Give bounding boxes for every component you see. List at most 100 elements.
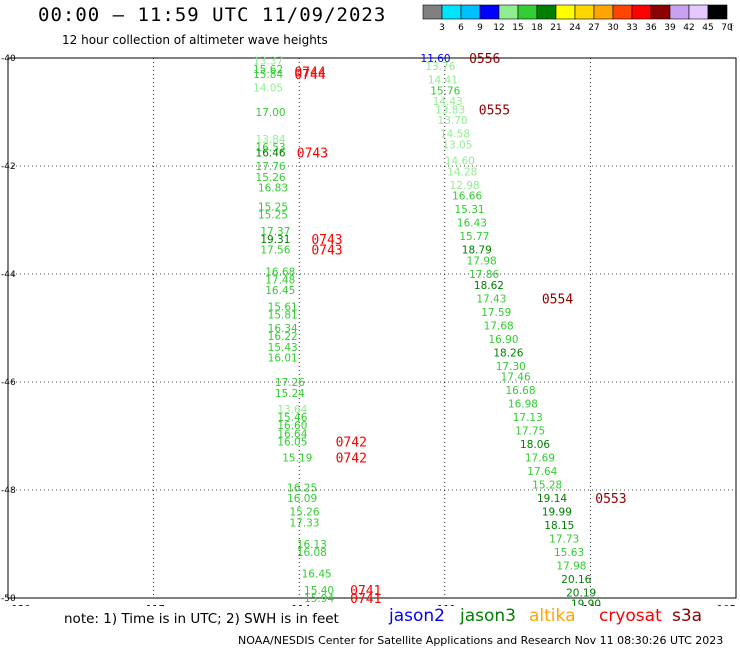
swh-value: 12.98 bbox=[450, 180, 480, 192]
swh-value: 13.76 bbox=[425, 61, 455, 73]
pass-time-label: 0741 bbox=[350, 584, 381, 599]
swh-value: 16.98 bbox=[508, 399, 538, 411]
colorbar-label: 30 bbox=[607, 23, 619, 32]
swh-value: 16.09 bbox=[287, 493, 317, 505]
colorbar-label: 9 bbox=[477, 23, 483, 32]
pass-time-label: 0743 bbox=[311, 244, 342, 259]
x-tick-label: -108 bbox=[579, 604, 602, 606]
swh-value: 16.90 bbox=[488, 334, 518, 346]
swh-value: 15.24 bbox=[275, 388, 305, 400]
swh-value: 15.19 bbox=[282, 453, 312, 465]
swh-value: 17.13 bbox=[513, 412, 543, 424]
swh-value: 15.26 bbox=[256, 172, 286, 184]
swh-value: 17.43 bbox=[476, 293, 506, 305]
swh-value: 15.25 bbox=[258, 202, 288, 214]
swh-value: 14.43 bbox=[433, 96, 463, 108]
chart-title: 00:00 – 11:59 UTC 11/09/2023 bbox=[38, 4, 387, 26]
swh-value: 15.28 bbox=[532, 480, 562, 492]
swh-value: 15.76 bbox=[430, 85, 460, 97]
footer-credit: NOAA/NESDIS Center for Satellite Applica… bbox=[238, 634, 724, 647]
colorbar-label: 24 bbox=[569, 23, 581, 32]
swh-value: 16.45 bbox=[265, 285, 295, 297]
plot-frame bbox=[7, 57, 737, 599]
swh-value: 18.62 bbox=[474, 280, 504, 292]
y-tick-label: -40 bbox=[1, 54, 16, 64]
swh-value: 14.58 bbox=[440, 129, 470, 141]
pass-time-label: 0743 bbox=[311, 233, 342, 248]
swh-value: 20.19 bbox=[566, 588, 596, 600]
footer-note: note: 1) Time is in UTC; 2) SWH is in fe… bbox=[64, 611, 339, 627]
swh-value: 19.14 bbox=[537, 493, 567, 505]
swh-value: 14.60 bbox=[445, 156, 475, 168]
swh-value: 16.66 bbox=[452, 191, 482, 203]
x-tick-label: -120 bbox=[8, 604, 31, 606]
swh-value: 18.79 bbox=[462, 245, 492, 257]
colorbar-label: 33 bbox=[626, 23, 637, 32]
pass-time-label: 0553 bbox=[595, 492, 626, 507]
colorbar-label: 12 bbox=[493, 23, 504, 32]
swh-value: 19.99 bbox=[542, 507, 572, 519]
swh-value: 15.94 bbox=[304, 593, 334, 605]
y-tick-label: -42 bbox=[1, 162, 16, 172]
swh-value: 17.86 bbox=[469, 269, 499, 281]
swh-value: 14.05 bbox=[253, 83, 283, 95]
swh-value: 13.64 bbox=[277, 404, 307, 416]
swh-value: 17.56 bbox=[260, 245, 290, 257]
swh-value: 15.43 bbox=[268, 342, 298, 354]
swh-value: 17.73 bbox=[549, 534, 579, 546]
swh-value: 16.46 bbox=[256, 148, 286, 160]
swh-value: 18.26 bbox=[493, 347, 523, 359]
pass-time-label: 0741 bbox=[350, 592, 381, 606]
swh-value: 15.31 bbox=[455, 204, 485, 216]
legend-altika: altika bbox=[529, 606, 576, 626]
swh-value: 11.60 bbox=[421, 53, 451, 65]
swh-value: 15.84 bbox=[253, 69, 283, 81]
colorbar-label: 21 bbox=[550, 23, 561, 32]
legend-jason2: jason2 bbox=[389, 606, 445, 626]
swh-value: 17.30 bbox=[496, 361, 526, 373]
y-tick-label: -44 bbox=[1, 270, 16, 280]
swh-value: 16.53 bbox=[256, 142, 286, 154]
swh-value: 16.22 bbox=[268, 331, 298, 343]
colorbar-label: 39 bbox=[664, 23, 676, 32]
colorbar-label: 6 bbox=[458, 23, 464, 32]
swh-value: 19.31 bbox=[260, 234, 290, 246]
x-tick-label: -117 bbox=[142, 604, 165, 606]
swh-value: 17.46 bbox=[501, 372, 531, 384]
swh-value: 16.05 bbox=[277, 436, 307, 448]
swh-value: 14.41 bbox=[428, 75, 458, 87]
swh-value: 17.37 bbox=[260, 226, 290, 238]
pass-time-label: 0742 bbox=[336, 435, 367, 450]
y-tick-label: -48 bbox=[1, 486, 16, 496]
swh-value: 17.76 bbox=[256, 161, 286, 173]
colorbar-label: 36 bbox=[645, 23, 657, 32]
colorbar-label: 45 bbox=[702, 23, 713, 32]
colorbar-label: 15 bbox=[512, 23, 523, 32]
colorbar-label: 27 bbox=[588, 23, 599, 32]
colorbar-label: (ft) bbox=[730, 23, 734, 32]
swh-value: 13.05 bbox=[442, 139, 472, 151]
swh-value: 15.25 bbox=[258, 210, 288, 222]
swh-value: 18.06 bbox=[520, 439, 550, 451]
swh-value: 17.68 bbox=[484, 320, 514, 332]
x-tick-label: -111 bbox=[433, 604, 456, 606]
pass-time-label: 0743 bbox=[297, 147, 328, 162]
colorbar-label: 18 bbox=[531, 23, 543, 32]
swh-value: 16.45 bbox=[302, 569, 332, 581]
pass-time-label: 0742 bbox=[336, 452, 367, 467]
swh-value: 13.83 bbox=[435, 104, 465, 116]
y-tick-label: -46 bbox=[1, 378, 16, 388]
colorbar-label: 42 bbox=[683, 23, 694, 32]
swh-value: 17.59 bbox=[481, 307, 511, 319]
swh-value: 16.13 bbox=[297, 539, 327, 551]
swh-value: 17.98 bbox=[556, 561, 586, 573]
swh-value: 16.83 bbox=[258, 183, 288, 195]
swh-value: 17.98 bbox=[467, 256, 497, 268]
swh-value: 17.48 bbox=[265, 274, 295, 286]
swh-value: 17.33 bbox=[289, 517, 319, 529]
swh-value: 19.90 bbox=[571, 598, 601, 606]
swh-value: 15.46 bbox=[277, 412, 307, 424]
swh-value: 16.08 bbox=[297, 547, 327, 559]
pass-time-label: 0744 bbox=[294, 68, 325, 83]
wave-height-plot: -120 -117 -114 -111 -108 -105 -40 -42 -44 -46 -48 -… bbox=[1, 52, 737, 606]
